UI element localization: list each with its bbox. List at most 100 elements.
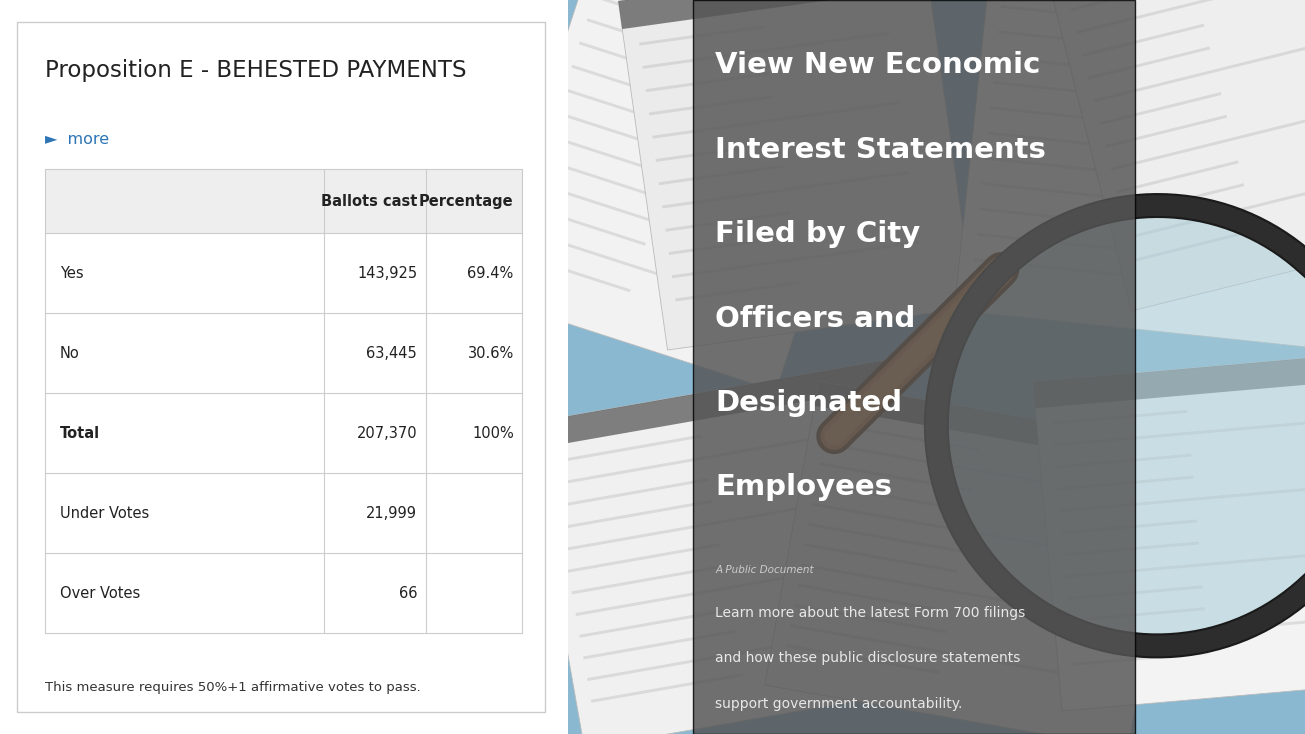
Text: Officers and: Officers and (715, 305, 916, 333)
Bar (46, 233, 522, 313)
Bar (675, 281, 800, 302)
Bar (990, 106, 1144, 126)
Bar (812, 503, 1109, 558)
Bar (46, 553, 522, 633)
Bar (1045, 0, 1305, 311)
Bar (576, 561, 874, 616)
Bar (586, 18, 825, 98)
Bar (46, 169, 522, 233)
Text: Yes: Yes (60, 266, 84, 281)
Bar (1133, 229, 1255, 262)
Bar (587, 626, 885, 681)
Bar (1053, 421, 1305, 446)
Bar (1056, 454, 1191, 468)
Bar (646, 72, 770, 92)
Bar (1034, 353, 1305, 711)
Bar (552, 431, 851, 486)
Text: No: No (60, 346, 80, 361)
Text: This measure requires 50%+1 affirmative votes to pass.: This measure requires 50%+1 affirmative … (46, 681, 422, 694)
Bar (1061, 520, 1197, 534)
Bar (46, 393, 522, 473)
Text: and how these public disclosure statements: and how these public disclosure statemen… (715, 651, 1021, 665)
Bar (583, 630, 736, 659)
Bar (983, 182, 1137, 201)
FancyBboxPatch shape (17, 22, 545, 712)
Bar (1122, 184, 1244, 217)
Bar (787, 644, 940, 674)
Bar (586, 0, 890, 70)
Bar (1052, 410, 1188, 424)
Bar (564, 88, 801, 167)
Bar (1082, 23, 1205, 57)
Bar (668, 235, 793, 255)
Bar (662, 171, 910, 208)
Bar (797, 584, 950, 613)
Bar (814, 382, 1181, 470)
Bar (652, 101, 899, 139)
Bar (642, 32, 890, 69)
Bar (594, 0, 714, 36)
Bar (568, 543, 720, 573)
Bar (1070, 0, 1193, 11)
Bar (818, 462, 972, 492)
Bar (988, 131, 1142, 150)
Bar (639, 26, 763, 46)
Bar (1064, 542, 1199, 556)
Bar (1034, 353, 1305, 408)
Bar (672, 241, 919, 278)
Text: Over Votes: Over Votes (60, 586, 140, 601)
Text: Employees: Employees (715, 473, 893, 501)
Bar (46, 473, 522, 553)
Bar (526, 204, 646, 246)
Bar (619, 0, 929, 29)
Text: Total: Total (60, 426, 99, 441)
FancyBboxPatch shape (693, 0, 1135, 734)
Text: Interest Statements: Interest Statements (715, 136, 1047, 164)
Text: 143,925: 143,925 (358, 266, 418, 281)
Bar (790, 624, 1088, 679)
Bar (548, 435, 702, 464)
Text: A Public Document: A Public Document (715, 565, 814, 575)
Bar (1128, 176, 1305, 239)
Text: Filed by City: Filed by City (715, 220, 920, 248)
Bar (659, 165, 783, 185)
Bar (1065, 552, 1305, 578)
Bar (975, 258, 1129, 277)
Bar (998, 30, 1152, 49)
Bar (579, 608, 732, 638)
Bar (1069, 607, 1205, 622)
Text: Learn more about the latest Form 700 filings: Learn more about the latest Form 700 fil… (715, 606, 1026, 619)
Text: 100%: 100% (472, 426, 514, 441)
Text: 69.4%: 69.4% (467, 266, 514, 281)
Bar (564, 495, 863, 551)
Bar (793, 604, 946, 633)
Text: Percentage: Percentage (419, 194, 514, 208)
Bar (579, 42, 699, 83)
Bar (1060, 486, 1305, 512)
Bar (527, 360, 947, 734)
Bar (954, 0, 1305, 349)
Bar (556, 112, 676, 153)
Text: Under Votes: Under Votes (60, 506, 149, 521)
Bar (556, 478, 710, 508)
Text: ►  more: ► more (46, 132, 110, 147)
Bar (977, 233, 1278, 267)
Bar (1116, 161, 1238, 194)
Bar (46, 313, 522, 393)
Polygon shape (937, 206, 1305, 646)
Text: 66: 66 (399, 586, 418, 601)
Bar (518, 228, 756, 307)
Bar (985, 157, 1285, 192)
Bar (801, 563, 1099, 619)
Bar (1088, 46, 1210, 79)
Bar (655, 142, 780, 162)
Text: Designated: Designated (715, 389, 902, 417)
Bar (548, 134, 668, 176)
Bar (1111, 108, 1305, 171)
Text: support government accountability.: support government accountability. (715, 697, 963, 711)
Bar (542, 158, 779, 237)
Bar (572, 65, 692, 106)
Bar (1066, 585, 1203, 600)
Bar (1057, 476, 1193, 490)
Bar (1099, 92, 1221, 125)
